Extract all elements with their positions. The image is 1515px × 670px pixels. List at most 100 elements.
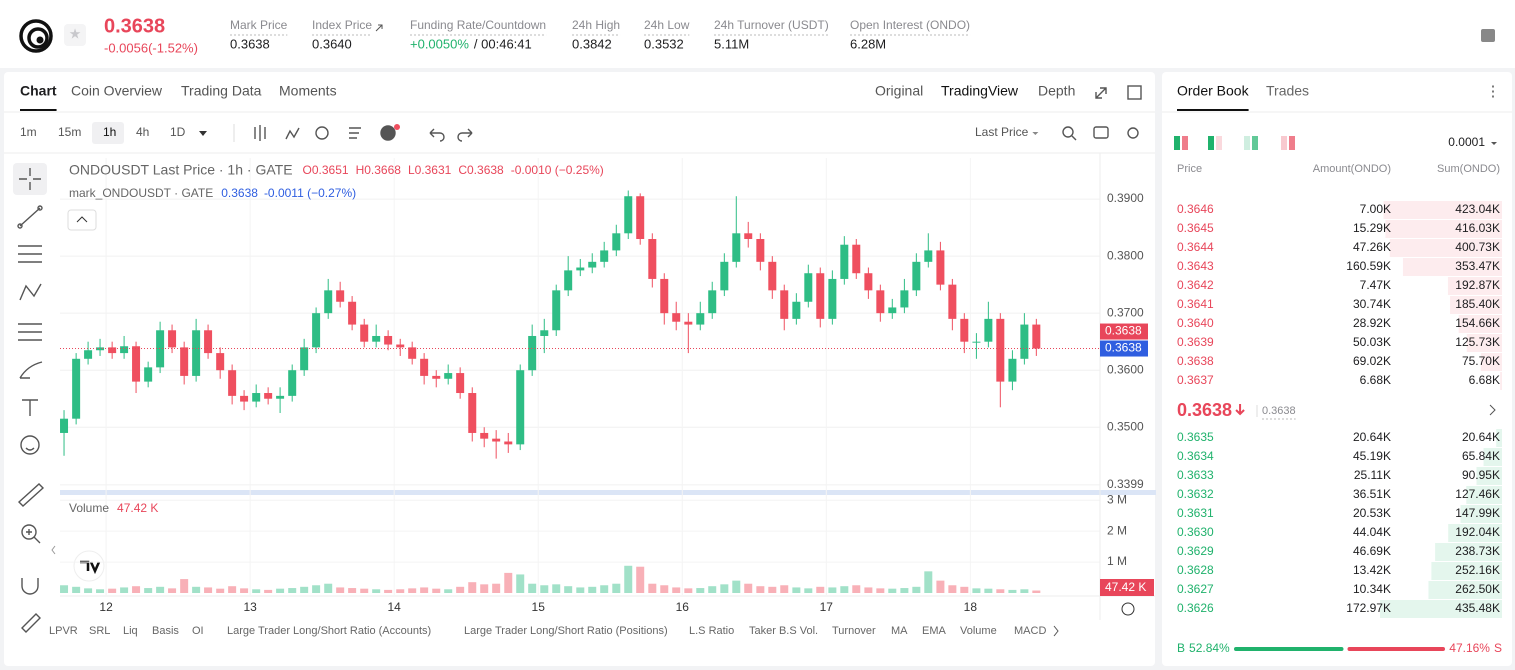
order-price[interactable]: 0.3646 xyxy=(1177,202,1214,216)
indicator-tab[interactable]: MA xyxy=(891,625,908,637)
interval-button[interactable]: 4h xyxy=(136,125,149,139)
candle-body xyxy=(540,330,549,336)
price-source[interactable]: Last Price xyxy=(975,125,1029,139)
candle-body xyxy=(192,330,201,376)
volume-bar xyxy=(636,566,645,593)
chart-tab[interactable]: Chart xyxy=(20,83,57,99)
order-price[interactable]: 0.3630 xyxy=(1177,525,1214,539)
interval-button[interactable]: 1m xyxy=(20,125,37,139)
order-price[interactable]: 0.3632 xyxy=(1177,487,1214,501)
scroll-left[interactable] xyxy=(51,545,56,555)
ohlc-legend: -0.0010 (−0.25%) xyxy=(511,163,604,177)
indicator-tab[interactable]: LPVR xyxy=(49,625,78,637)
indicator-tab[interactable]: Large Trader Long/Short Ratio (Positions… xyxy=(464,625,668,637)
view-mode-icon[interactable] xyxy=(1252,136,1258,150)
order-amount: 13.42K xyxy=(1353,563,1391,577)
order-amount: 20.53K xyxy=(1353,506,1391,520)
order-price[interactable]: 0.3635 xyxy=(1177,430,1214,444)
settings-icon[interactable] xyxy=(1481,29,1495,42)
order-amount: 36.51K xyxy=(1353,487,1391,501)
volume-tag-label: 47.42 K xyxy=(1105,580,1146,594)
more-indicators[interactable] xyxy=(1053,625,1059,637)
indicator-tab[interactable]: MACD xyxy=(1014,625,1046,637)
view-tab[interactable]: TradingView xyxy=(941,83,1019,99)
ohlc-legend: H0.3668 xyxy=(356,163,402,177)
indicator-tab[interactable]: Volume xyxy=(960,625,997,637)
order-price[interactable]: 0.3629 xyxy=(1177,544,1214,558)
order-price[interactable]: 0.3638 xyxy=(1177,354,1214,368)
order-price[interactable]: 0.3639 xyxy=(1177,335,1214,349)
volume-bar xyxy=(348,588,357,593)
order-sum: 125.73K xyxy=(1455,335,1500,349)
menu-icon[interactable]: ⋮ xyxy=(1486,83,1501,100)
order-price[interactable]: 0.3640 xyxy=(1177,316,1214,330)
interval-button[interactable]: 1h xyxy=(103,125,116,139)
dropdown-caret xyxy=(199,131,207,136)
indicator-tab[interactable]: SRL xyxy=(89,625,110,637)
logo[interactable] xyxy=(19,19,53,53)
indicator-tab[interactable]: Liq xyxy=(123,625,138,637)
volume-bar xyxy=(528,583,537,593)
favorite-button[interactable] xyxy=(64,24,86,46)
order-price[interactable]: 0.3626 xyxy=(1177,601,1214,615)
order-price[interactable]: 0.3634 xyxy=(1177,449,1214,463)
indicator-tab[interactable]: Basis xyxy=(152,625,179,637)
candle-body xyxy=(492,438,501,442)
order-price[interactable]: 0.3627 xyxy=(1177,582,1214,596)
candle-body xyxy=(900,290,909,308)
order-price[interactable]: 0.3637 xyxy=(1177,373,1214,387)
active-tab-indicator xyxy=(20,109,57,111)
interval-button[interactable]: 1D xyxy=(170,125,186,139)
indicator-tab[interactable]: Taker B.S Vol. xyxy=(749,625,818,637)
chart-tab[interactable]: Moments xyxy=(279,83,337,99)
indicator-tab[interactable]: L.S Ratio xyxy=(689,625,734,637)
chart-tab[interactable]: Trading Data xyxy=(181,83,262,99)
depth-bar xyxy=(1466,334,1502,352)
orderbook-tab[interactable]: Order Book xyxy=(1177,83,1250,99)
volume-bar xyxy=(384,589,393,593)
order-price[interactable]: 0.3644 xyxy=(1177,240,1214,254)
tick-size[interactable]: 0.0001 xyxy=(1448,135,1485,149)
candle-body xyxy=(264,393,273,399)
view-tab[interactable]: Depth xyxy=(1038,83,1075,99)
volume-bar xyxy=(792,587,801,593)
candle-body xyxy=(1020,324,1029,359)
order-price[interactable]: 0.3643 xyxy=(1177,259,1214,273)
order-sum: 6.68K xyxy=(1469,373,1500,387)
candle-body xyxy=(288,370,297,396)
volume-bar xyxy=(324,583,333,593)
view-mode-icon[interactable] xyxy=(1174,136,1180,150)
view-mode-icon[interactable] xyxy=(1216,136,1222,150)
collapse-button[interactable] xyxy=(67,209,97,231)
volume-tick-label: 3 M xyxy=(1107,492,1127,506)
order-sum: 416.03K xyxy=(1455,221,1500,235)
candle-body xyxy=(396,344,405,348)
view-mode-icon[interactable] xyxy=(1182,136,1188,150)
indicator-tab[interactable]: OI xyxy=(192,625,204,637)
view-mode-icon[interactable] xyxy=(1281,136,1287,150)
order-price[interactable]: 0.3631 xyxy=(1177,506,1214,520)
view-mode-icon[interactable] xyxy=(1244,136,1250,150)
candle-body xyxy=(864,273,873,291)
view-mode-icon[interactable] xyxy=(1289,136,1295,150)
order-price[interactable]: 0.3633 xyxy=(1177,468,1214,482)
indicator-tab[interactable]: EMA xyxy=(922,625,947,637)
order-price[interactable]: 0.3628 xyxy=(1177,563,1214,577)
depth-bar xyxy=(1483,448,1502,466)
drawing-tools[interactable] xyxy=(13,163,47,633)
indicator-tab[interactable]: Large Trader Long/Short Ratio (Accounts) xyxy=(227,625,431,637)
order-price[interactable]: 0.3641 xyxy=(1177,297,1214,311)
view-tab[interactable]: Original xyxy=(875,83,923,99)
volume-bar xyxy=(972,588,981,593)
order-price[interactable]: 0.3645 xyxy=(1177,221,1214,235)
view-mode-icon[interactable] xyxy=(1208,136,1214,150)
chart-settings[interactable] xyxy=(1121,602,1135,616)
indicator-tab[interactable]: Turnover xyxy=(832,625,876,637)
interval-button[interactable]: 15m xyxy=(58,125,81,139)
order-price[interactable]: 0.3642 xyxy=(1177,278,1214,292)
mid-arrow[interactable] xyxy=(1489,404,1496,416)
candle-body xyxy=(708,290,717,314)
orderbook-tab[interactable]: Trades xyxy=(1266,83,1309,99)
chart-tab[interactable]: Coin Overview xyxy=(71,83,163,99)
toolbar-icons[interactable] xyxy=(254,85,1142,142)
